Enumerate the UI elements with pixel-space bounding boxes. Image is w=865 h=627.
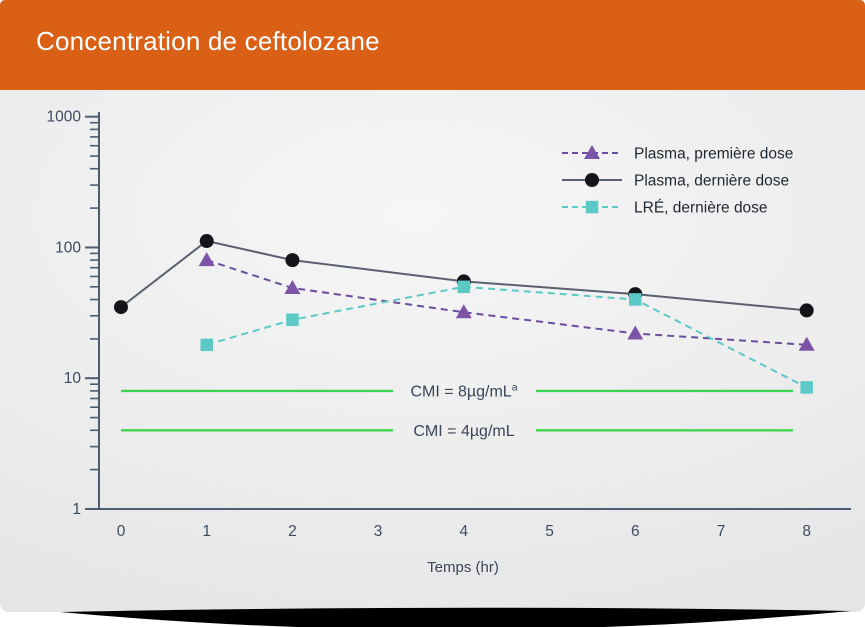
curl-shadow-shape [60,607,851,627]
series-2-point-square [800,381,813,394]
series-0-point-triangle [798,336,815,351]
series-1-point-circle [199,234,214,249]
page-title: Concentration de ceftolozane [36,26,380,56]
legend-1-marker-circle [585,173,599,187]
legend-0-label: Plasma, première dose [634,146,793,163]
series-2-point-square [286,313,299,326]
series-0-point-triangle [284,280,301,294]
x-axis-tick-label: 6 [631,523,640,540]
x-axis-tick-label: 0 [117,523,126,540]
legend-1-label: Plasma, dernière dose [634,173,789,190]
mic-label-4: CMI = 4µg/mL [413,423,514,440]
y-axis-tick-label: 10 [64,370,82,387]
series-0-point-triangle [627,325,644,340]
header-bar: Concentration de ceftolozane [0,0,865,90]
series-2-point-square [457,280,471,294]
x-axis-tick-label: 8 [802,523,811,540]
x-axis-tick-label: 2 [288,523,297,540]
y-axis-tick-label: 1 [72,501,81,518]
y-axis-tick-label: 100 [55,240,81,257]
x-axis-tick-label: 3 [374,523,383,540]
series-0-line [206,259,807,346]
legend-2-label: LRÉ, dernière dose [634,200,768,217]
series-2-point-square [200,338,213,352]
x-axis-title: Temps (hr) [427,559,499,576]
series-1-line [120,239,807,312]
x-axis-tick-label: 7 [717,523,726,540]
mic-label-8: CMI = 8µg/mLa [410,381,517,400]
series-1-point-circle [799,303,814,318]
x-axis-tick-label: 5 [545,523,554,540]
x-axis-tick-label: 4 [459,523,468,540]
series-0-point-triangle [198,252,215,267]
series-2-point-square [629,293,642,306]
series-1-point-circle [285,253,300,268]
legend-0-marker-triangle [584,145,600,159]
y-axis-tick-label: 1000 [47,109,82,126]
x-axis-tick-label: 1 [202,523,211,540]
series-1-point-circle [114,300,128,315]
legend-2-marker-square [585,200,599,214]
series-0-point-triangle [455,304,472,319]
